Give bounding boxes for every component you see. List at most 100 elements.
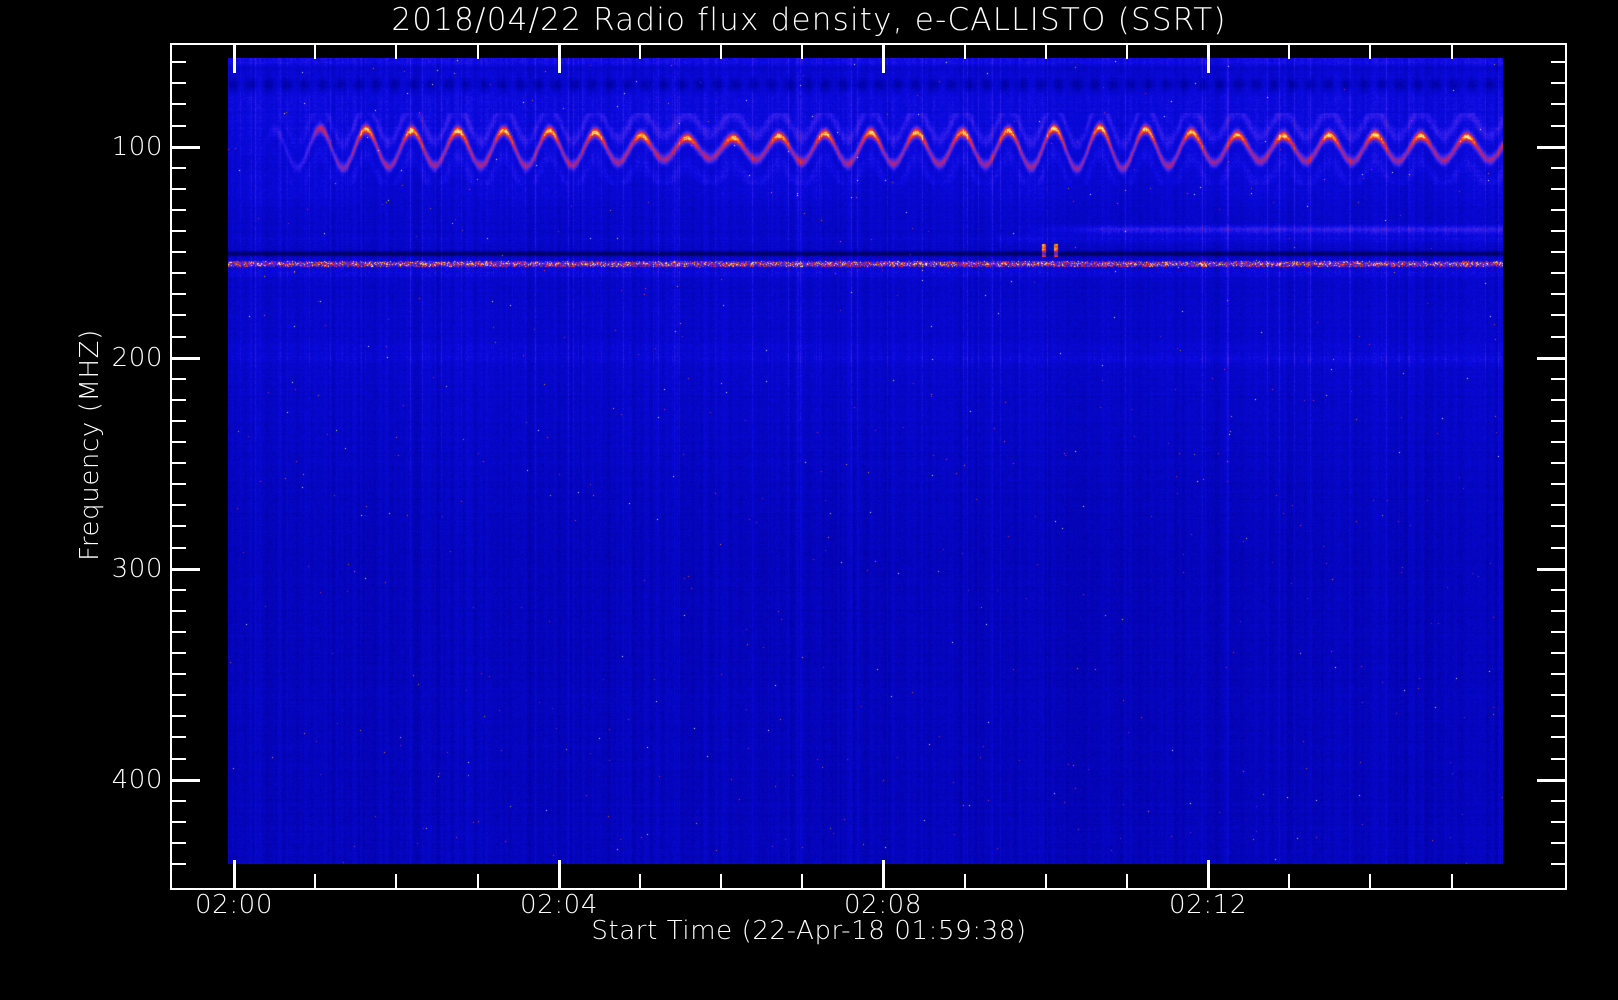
spectrogram-canvas [228, 58, 1503, 864]
x-minor-tick-top [1045, 43, 1047, 59]
y-minor-tick [170, 188, 186, 190]
y-minor-tick [170, 314, 186, 316]
y-minor-tick-right [1551, 758, 1567, 760]
x-minor-tick-top [639, 43, 641, 59]
y-minor-tick-right [1551, 736, 1567, 738]
x-minor-tick [314, 874, 316, 890]
y-major-tick-300 [170, 568, 200, 571]
y-minor-tick [170, 336, 186, 338]
x-minor-tick [1451, 874, 1453, 890]
y-minor-tick [170, 293, 186, 295]
y-minor-tick-right [1551, 504, 1567, 506]
y-minor-tick-right [1551, 378, 1567, 380]
y-minor-tick [170, 103, 186, 105]
x-major-tick-top [882, 43, 885, 73]
x-tick-label: 02:08 [844, 890, 922, 920]
y-major-tick-right-100 [1537, 146, 1567, 149]
y-minor-tick [170, 694, 186, 696]
y-minor-tick [170, 230, 186, 232]
y-minor-tick [170, 758, 186, 760]
y-minor-tick [170, 736, 186, 738]
y-minor-tick [170, 652, 186, 654]
y-minor-tick-right [1551, 821, 1567, 823]
y-minor-tick-right [1551, 82, 1567, 84]
x-minor-tick [1288, 874, 1290, 890]
y-minor-tick-right [1551, 673, 1567, 675]
spectrogram-image [228, 58, 1503, 864]
x-minor-tick [477, 874, 479, 890]
y-major-tick-100 [170, 146, 200, 149]
y-minor-tick [170, 167, 186, 169]
x-major-tick-top [558, 43, 561, 73]
y-major-tick-200 [170, 357, 200, 360]
y-minor-tick [170, 673, 186, 675]
x-tick-label: 02:04 [520, 890, 598, 920]
y-major-tick-400 [170, 779, 200, 782]
y-minor-tick [170, 251, 186, 253]
y-minor-tick-right [1551, 420, 1567, 422]
y-minor-tick [170, 61, 186, 63]
y-minor-tick [170, 821, 186, 823]
x-minor-tick-top [964, 43, 966, 59]
y-minor-tick [170, 842, 186, 844]
x-minor-tick-top [1369, 43, 1371, 59]
x-minor-tick-top [477, 43, 479, 59]
x-minor-tick [1369, 874, 1371, 890]
y-minor-tick [170, 610, 186, 612]
y-minor-tick-right [1551, 715, 1567, 717]
y-minor-tick-right [1551, 125, 1567, 127]
y-minor-tick [170, 863, 186, 865]
y-minor-tick-right [1551, 863, 1567, 865]
y-minor-tick-right [1551, 230, 1567, 232]
y-minor-tick-right [1551, 167, 1567, 169]
x-tick-label: 02:12 [1169, 890, 1247, 920]
y-minor-tick [170, 631, 186, 633]
x-minor-tick-top [801, 43, 803, 59]
x-minor-tick [395, 874, 397, 890]
y-major-tick-right-200 [1537, 357, 1567, 360]
y-minor-tick-right [1551, 547, 1567, 549]
y-tick-label-100: 100 [111, 132, 163, 162]
x-minor-tick [720, 874, 722, 890]
y-minor-tick [170, 272, 186, 274]
x-minor-tick [1126, 874, 1128, 890]
x-minor-tick-top [1288, 43, 1290, 59]
y-minor-tick-right [1551, 694, 1567, 696]
x-minor-tick [801, 874, 803, 890]
y-tick-label-400: 400 [111, 765, 163, 795]
y-minor-tick [170, 504, 186, 506]
x-minor-tick-top [395, 43, 397, 59]
y-minor-tick-right [1551, 589, 1567, 591]
y-axis-label: Frequency (MHZ) [75, 329, 105, 561]
y-minor-tick-right [1551, 336, 1567, 338]
y-minor-tick [170, 82, 186, 84]
y-tick-label-300: 300 [111, 554, 163, 584]
x-major-tick-top [1207, 43, 1210, 73]
y-minor-tick [170, 800, 186, 802]
y-minor-tick-right [1551, 610, 1567, 612]
y-minor-tick [170, 525, 186, 527]
y-major-tick-right-400 [1537, 779, 1567, 782]
x-major-tick [233, 860, 236, 890]
x-major-tick [558, 860, 561, 890]
y-minor-tick [170, 399, 186, 401]
x-minor-tick [639, 874, 641, 890]
y-minor-tick-right [1551, 441, 1567, 443]
y-minor-tick-right [1551, 103, 1567, 105]
x-major-tick [882, 860, 885, 890]
y-minor-tick-right [1551, 842, 1567, 844]
y-minor-tick-right [1551, 209, 1567, 211]
x-tick-label: 02:00 [195, 890, 273, 920]
y-minor-tick-right [1551, 652, 1567, 654]
y-minor-tick [170, 462, 186, 464]
y-minor-tick-right [1551, 251, 1567, 253]
y-minor-tick [170, 125, 186, 127]
y-minor-tick-right [1551, 293, 1567, 295]
y-minor-tick-right [1551, 272, 1567, 274]
x-minor-tick-top [314, 43, 316, 59]
y-minor-tick-right [1551, 525, 1567, 527]
y-minor-tick [170, 378, 186, 380]
x-axis-label: Start Time (22-Apr-18 01:59:38) [591, 916, 1027, 946]
x-minor-tick-top [1451, 43, 1453, 59]
x-major-tick-top [233, 43, 236, 73]
